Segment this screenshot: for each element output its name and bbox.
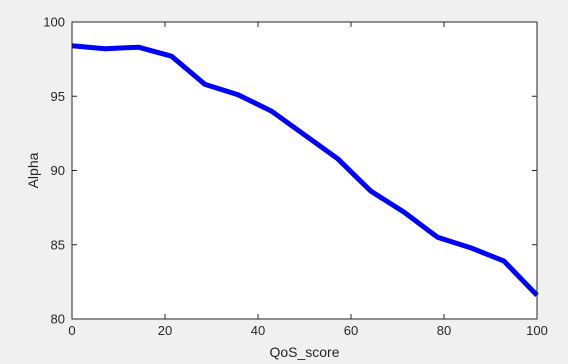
y-tick-label: 80 <box>51 312 65 327</box>
x-tick-label: 40 <box>251 323 265 338</box>
y-tick-label: 95 <box>51 89 65 104</box>
y-tick-labels: 80 85 90 95 100 <box>43 15 65 327</box>
x-tick-label: 60 <box>344 323 358 338</box>
x-tick-label: 0 <box>68 323 75 338</box>
plot-area <box>72 22 537 319</box>
y-tick-label: 100 <box>43 15 65 30</box>
y-tick-label: 90 <box>51 163 65 178</box>
x-tick-labels: 0 20 40 60 80 100 <box>68 323 547 338</box>
x-axis-title: QoS_score <box>269 344 339 360</box>
plot-frame <box>71 21 538 320</box>
y-axis-title: Alpha <box>25 152 41 188</box>
y-tick-label: 85 <box>51 237 65 252</box>
x-tick-label: 20 <box>158 323 172 338</box>
x-tick-label: 100 <box>526 323 548 338</box>
x-tick-label: 80 <box>437 323 451 338</box>
series-group <box>71 43 539 297</box>
series-line <box>71 43 539 297</box>
